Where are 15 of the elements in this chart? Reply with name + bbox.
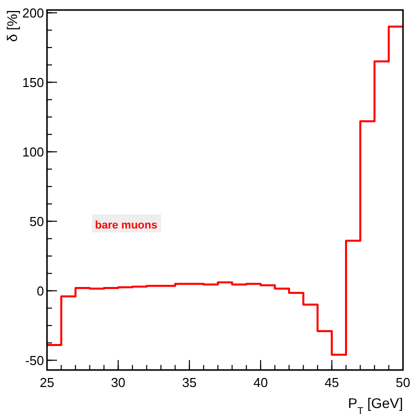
y-axis-title: δ [%] [4,10,20,42]
y-tick-label: 150 [22,74,44,90]
x-tick-label: 35 [182,375,197,390]
x-tick-label: 30 [110,375,126,390]
y-tick-label: 50 [30,214,44,229]
x-tick-label: 50 [396,375,410,390]
y-tick-label: -50 [25,352,44,368]
x-tick-label: 40 [253,375,268,390]
y-tick-label: 200 [22,5,44,20]
x-axis-title: P$_{T}$ [GeV] [348,395,403,414]
x-tick-label: 25 [40,375,54,390]
x-tick-label: 45 [324,375,340,390]
y-tick-label: 100 [22,144,44,160]
y-tick-label: 0 [36,283,44,298]
annotation: bare muons [95,219,158,232]
